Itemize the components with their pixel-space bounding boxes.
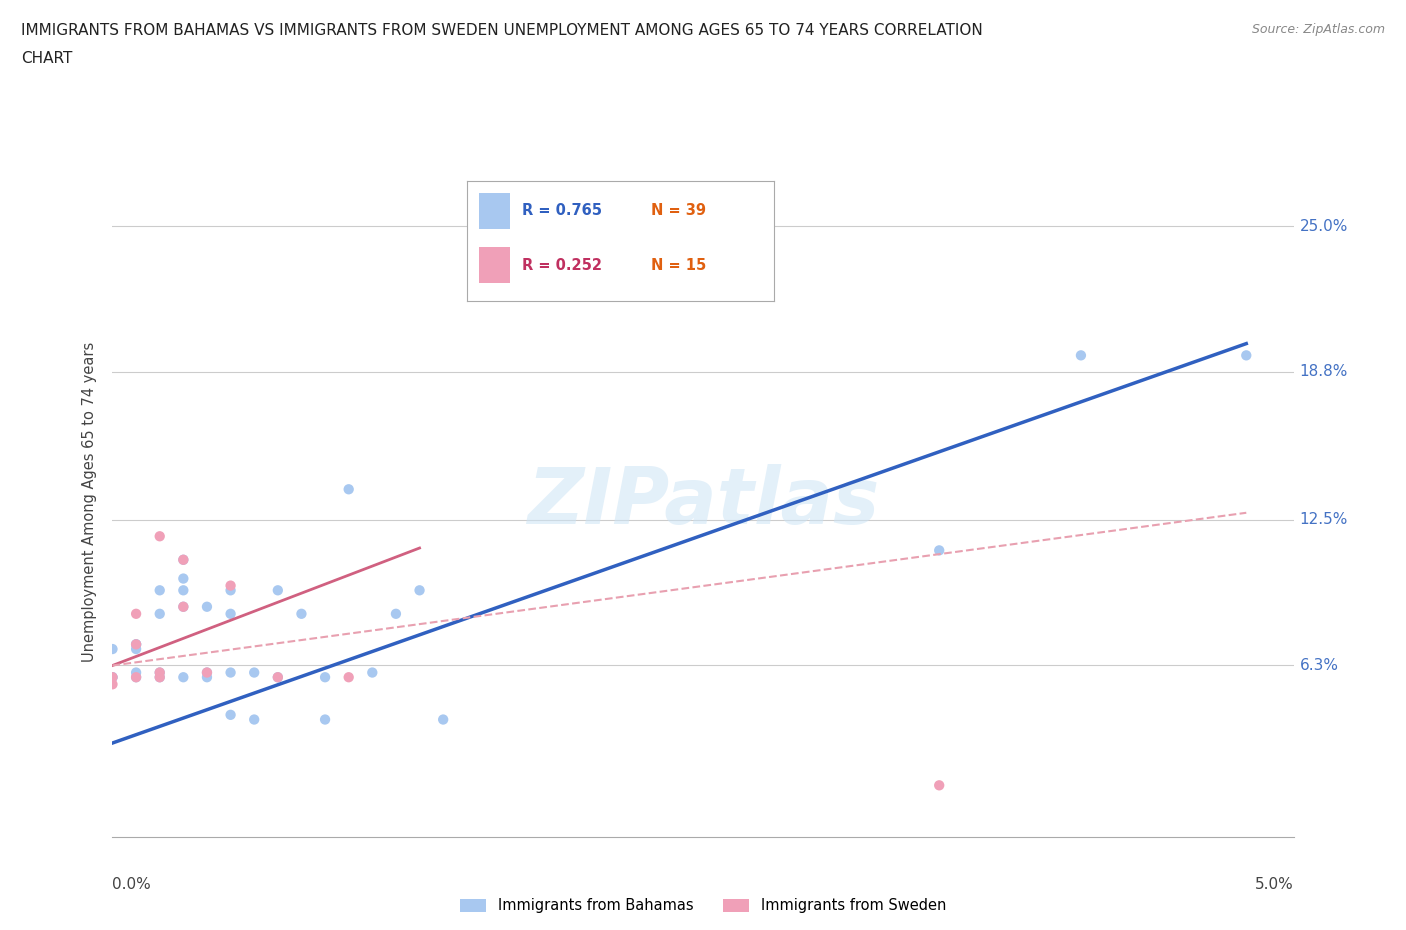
- Point: [219, 708, 242, 723]
- Point: [172, 552, 194, 567]
- Point: [243, 665, 266, 680]
- Legend: Immigrants from Bahamas, Immigrants from Sweden: Immigrants from Bahamas, Immigrants from…: [460, 898, 946, 913]
- Point: [195, 599, 218, 614]
- Y-axis label: Unemployment Among Ages 65 to 74 years: Unemployment Among Ages 65 to 74 years: [82, 342, 97, 662]
- Point: [195, 665, 218, 680]
- Point: [149, 606, 172, 621]
- Point: [172, 670, 194, 684]
- Point: [267, 583, 290, 598]
- Point: [149, 670, 172, 684]
- Point: [101, 670, 124, 684]
- Point: [337, 482, 360, 497]
- Point: [125, 637, 148, 652]
- Point: [125, 642, 148, 657]
- Point: [337, 670, 360, 684]
- Point: [195, 670, 218, 684]
- Point: [219, 606, 242, 621]
- Text: Source: ZipAtlas.com: Source: ZipAtlas.com: [1251, 23, 1385, 36]
- Point: [219, 583, 242, 598]
- Point: [432, 712, 454, 727]
- Point: [314, 670, 336, 684]
- Point: [290, 606, 312, 621]
- Point: [101, 670, 124, 684]
- Point: [928, 777, 950, 792]
- Point: [149, 583, 172, 598]
- Point: [149, 665, 172, 680]
- Point: [125, 637, 148, 652]
- Point: [243, 712, 266, 727]
- Point: [149, 529, 172, 544]
- Point: [125, 606, 148, 621]
- Point: [101, 642, 124, 657]
- Point: [172, 571, 194, 586]
- Text: 18.8%: 18.8%: [1299, 365, 1348, 379]
- Point: [149, 665, 172, 680]
- Point: [314, 712, 336, 727]
- Point: [125, 670, 148, 684]
- Point: [408, 583, 430, 598]
- Text: 25.0%: 25.0%: [1299, 219, 1348, 233]
- Point: [195, 665, 218, 680]
- Text: 12.5%: 12.5%: [1299, 512, 1348, 527]
- Point: [101, 670, 124, 684]
- Point: [267, 670, 290, 684]
- Point: [125, 637, 148, 652]
- Point: [101, 677, 124, 692]
- Point: [172, 583, 194, 598]
- Point: [172, 552, 194, 567]
- Point: [219, 578, 242, 593]
- Text: 5.0%: 5.0%: [1254, 877, 1294, 892]
- Point: [928, 543, 950, 558]
- Point: [267, 670, 290, 684]
- Point: [125, 670, 148, 684]
- Text: 6.3%: 6.3%: [1299, 658, 1339, 673]
- Point: [361, 665, 384, 680]
- Point: [385, 606, 408, 621]
- Point: [125, 665, 148, 680]
- Text: 0.0%: 0.0%: [112, 877, 152, 892]
- Text: IMMIGRANTS FROM BAHAMAS VS IMMIGRANTS FROM SWEDEN UNEMPLOYMENT AMONG AGES 65 TO : IMMIGRANTS FROM BAHAMAS VS IMMIGRANTS FR…: [21, 23, 983, 38]
- Point: [149, 670, 172, 684]
- Text: CHART: CHART: [21, 51, 73, 66]
- Point: [1234, 348, 1257, 363]
- Point: [1070, 348, 1092, 363]
- Text: ZIPatlas: ZIPatlas: [527, 464, 879, 540]
- Point: [172, 599, 194, 614]
- Point: [219, 665, 242, 680]
- Point: [172, 599, 194, 614]
